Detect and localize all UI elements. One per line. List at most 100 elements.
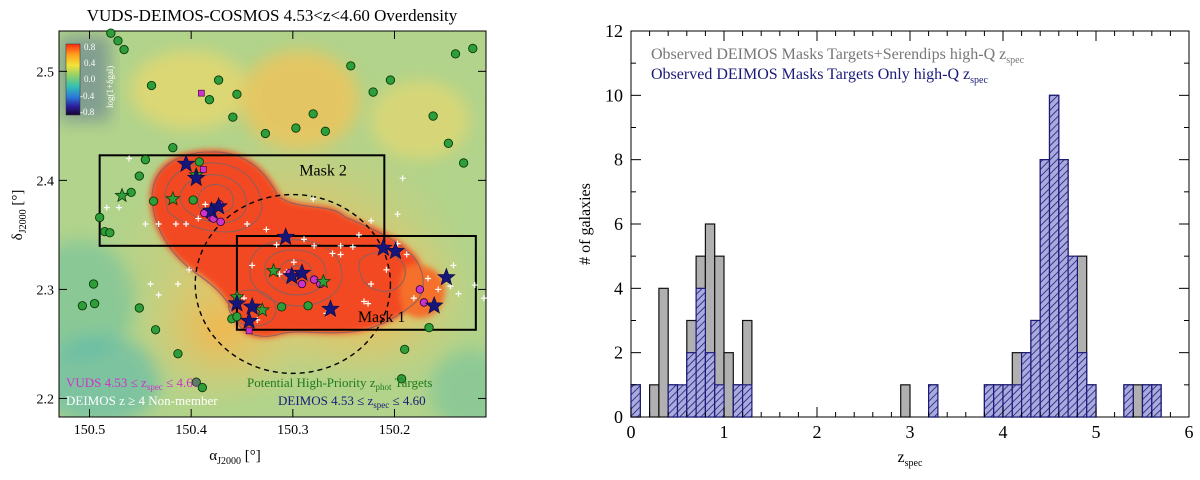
mask-label: Mask 2 [299, 162, 347, 179]
nonmember-cross [368, 217, 375, 224]
map-title: VUDS-DEIMOS-COSMOS 4.53<z<4.60 Overdensi… [87, 6, 458, 25]
hist-xlabel: zspec [898, 449, 923, 469]
target-bar [695, 287, 706, 418]
zphot-target-circle [197, 382, 208, 393]
zphot-target-circle [385, 75, 396, 85]
deimos-member-star [321, 299, 340, 317]
target-bar [714, 384, 725, 418]
nonmember-cross [311, 242, 318, 249]
nonmember-cross [155, 291, 162, 298]
target-bar [1048, 94, 1060, 418]
serendip-bar [723, 352, 734, 418]
hist-ytick-label: 0 [614, 407, 623, 427]
overdensity-circle [194, 193, 392, 375]
target-bar [993, 384, 1004, 418]
zphot-target-circle [119, 44, 129, 55]
deimos-member-star [374, 238, 393, 256]
nonmember-cross [202, 201, 209, 208]
target-bar [630, 384, 641, 418]
zphot-target-circle [134, 171, 144, 181]
legend-potential: Potential High-Priority zphot Targets [247, 375, 432, 392]
hist-xtick-label: 0 [627, 422, 636, 442]
zphot-target-circle [194, 157, 204, 167]
target-bar [1141, 384, 1153, 418]
nonmember-cross [172, 221, 179, 227]
deimos-member-star [386, 241, 405, 260]
zphot-target-circle [443, 138, 454, 148]
nonmember-cross [455, 290, 462, 297]
target-bar [1067, 255, 1078, 418]
zphot-target-circle [140, 155, 151, 165]
hist-ytick-label: 2 [614, 343, 623, 363]
map-xlabel: αJ2000 [°] [209, 448, 261, 467]
density-map [59, 31, 486, 417]
zphot-target-circle [204, 95, 215, 105]
deimos-member-star [209, 196, 229, 215]
target-bar [1151, 384, 1162, 418]
target-bar [1076, 352, 1088, 418]
target-bar [704, 352, 716, 418]
deimos-member-star [227, 293, 247, 312]
zphot-target-circle [303, 301, 313, 311]
zphot-target-circle [396, 374, 407, 384]
zphot-target-circle [188, 195, 198, 205]
map-ytick-label: 2.5 [37, 65, 55, 80]
target-bar [1086, 384, 1097, 418]
nonmember-cross [263, 226, 270, 233]
nonmember-cross [399, 175, 406, 182]
zphot-target-circle [428, 111, 438, 121]
nonmember-cross [195, 215, 202, 222]
map-legend: VUDS 4.53 ≤ zspec ≤ 4.60 Potential High-… [66, 375, 432, 410]
zphot-target-circle [126, 187, 136, 198]
zphot-target-circle [468, 43, 478, 54]
hist-legend-serendips: Observed DEIMOS Masks Targets+Serendips … [651, 46, 1025, 66]
nonmember-cross [142, 221, 149, 227]
deimos-member-star [176, 154, 196, 172]
hist-ytick-label: 6 [614, 214, 623, 234]
zphot-target-circle [146, 80, 157, 91]
zphot-target-circle [105, 228, 115, 238]
map-xtick-label: 150.4 [175, 423, 207, 438]
nonmember-cross [174, 280, 181, 287]
zphot-target-circle [228, 112, 238, 122]
nonmember-cross [383, 266, 390, 273]
nonmember-cross [155, 221, 162, 227]
vuds-circle [415, 285, 425, 294]
nonmember-cross [186, 266, 193, 273]
cbar-tick: 0.0 [84, 74, 96, 84]
hist-ylabel: # of galaxies [577, 183, 594, 265]
hist-ytick-label: 12 [605, 21, 623, 41]
map-ytick-label: 2.3 [37, 283, 55, 298]
zphot-target-circle [77, 301, 88, 311]
nonmember-cross [115, 204, 122, 211]
cbar-tick: -0.8 [80, 107, 95, 117]
hist-xtick-label: 2 [813, 422, 822, 442]
target-bar [1039, 159, 1051, 418]
cbar-tick: 0.8 [84, 42, 96, 52]
nonmember-cross [103, 204, 110, 211]
vuds-square [198, 89, 205, 97]
nonmember-cross [471, 282, 478, 289]
nonmember-cross [276, 271, 283, 278]
target-bar [1002, 384, 1013, 418]
overdensity-map-panel: VUDS-DEIMOS-COSMOS 4.53<z<4.60 Overdensi… [10, 6, 487, 467]
legend-nonmember: DEIMOS z ≥ 4 Non-member [66, 393, 218, 408]
nonmember-cross [337, 251, 344, 258]
hist-xtick-label: 4 [999, 422, 1008, 442]
nonmember-cross [249, 262, 256, 269]
nonmember-cross [394, 211, 401, 218]
vuds-circle [419, 298, 429, 307]
serendip-bar [1132, 384, 1144, 418]
map-xtick-label: 150.5 [74, 423, 106, 438]
nonmember-cross [349, 243, 356, 250]
map-ytick-label: 2.4 [37, 174, 55, 189]
target-bar [741, 384, 753, 418]
nonmember-cross [126, 155, 133, 162]
hist-ytick-label: 4 [614, 278, 623, 298]
nonmember-cross [301, 236, 308, 243]
target-bar [667, 384, 679, 418]
deimos-member-star [436, 267, 456, 286]
zphot-target-circle [191, 377, 201, 387]
